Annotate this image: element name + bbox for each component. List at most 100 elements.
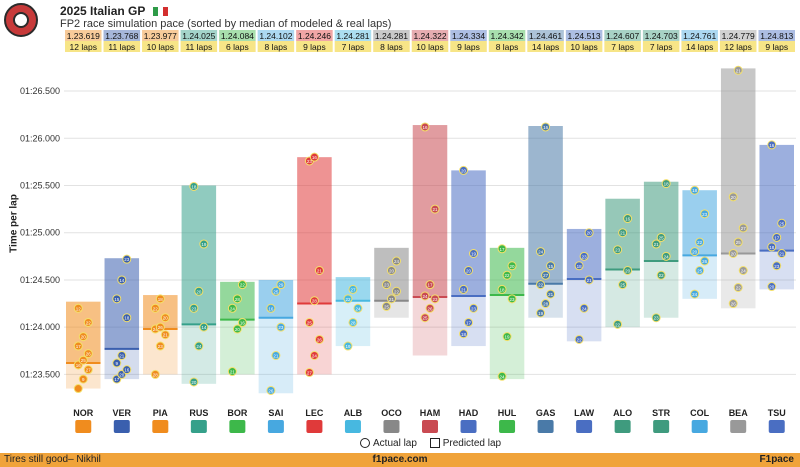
median-label-VER: 1.23.768 — [105, 31, 138, 41]
lap-point-GAS — [541, 299, 551, 309]
lap-point-HUL — [507, 294, 517, 304]
lap-point-BEA — [733, 237, 743, 247]
bar-upper-GAS — [528, 126, 563, 284]
lap-point-label: 26 — [268, 388, 274, 393]
lap-point-LEC — [304, 317, 314, 327]
lap-point-label: 23 — [191, 306, 197, 311]
lap-point-label: 24 — [422, 294, 428, 299]
lap-point-label: 17 — [774, 235, 780, 240]
lap-point-BEA — [728, 249, 738, 258]
lap-point-VER — [112, 294, 122, 304]
footer: Tires still good– Nikhil f1pace.com F1pa… — [0, 453, 800, 467]
lap-point-TSU — [772, 232, 782, 242]
lap-point-label: 26 — [317, 337, 323, 342]
header: 2025 Italian GP FP2 race simulation pace… — [0, 0, 800, 37]
lap-point-RUS — [199, 322, 209, 332]
y-axis-label: Time per lap — [8, 194, 20, 253]
lap-point-label: 25 — [779, 221, 785, 226]
laps-box-LEC — [296, 41, 333, 52]
team-logo-icon-BEA — [730, 420, 747, 433]
lap-point-label: 25 — [620, 283, 626, 288]
lap-point-SAI — [266, 385, 276, 395]
footer-brand: F1pace — [759, 454, 794, 465]
lap-point-GAS — [541, 122, 551, 132]
bar-lower-PIA — [143, 329, 178, 375]
lap-point-label: 24 — [500, 374, 506, 379]
driver-label-LAW: LAW — [574, 408, 595, 418]
median-box-STR — [642, 30, 680, 41]
median-box-OCO — [373, 30, 410, 41]
lap-point-label: 21 — [779, 252, 785, 257]
lap-point-label: 27 — [741, 226, 747, 231]
team-logo-icon-ALB — [344, 420, 361, 433]
team-logo-icon-RUS — [190, 420, 207, 433]
median-label-NOR: 1.23.619 — [67, 31, 100, 41]
lap-point-COL — [700, 256, 710, 266]
lap-point-VER — [117, 275, 127, 285]
lap-point-PIA — [150, 303, 160, 313]
bar-upper-BEA — [720, 68, 756, 254]
laps-box-HAM — [411, 41, 449, 52]
lap-point-label: 21 — [432, 207, 438, 212]
lap-point-label: 20 — [625, 269, 631, 274]
laps-box-NOR — [65, 41, 102, 52]
lap-point-HUL — [497, 284, 507, 294]
lap-point-ALB — [348, 317, 358, 327]
bar-upper-LEC — [297, 157, 332, 304]
lap-point-SAI — [271, 286, 281, 296]
laps-box-BEA — [719, 41, 757, 52]
lap-point-PIA — [160, 330, 170, 340]
team-logo-icon-HAM — [422, 420, 438, 433]
lap-point-label: 24 — [230, 306, 236, 311]
y-tick-label: 01:24.500 — [20, 275, 60, 285]
laps-label-ALB: 7 laps — [342, 42, 365, 52]
lap-point-LAW — [579, 303, 589, 313]
lap-point-ALO — [618, 228, 628, 238]
lap-point-BEA — [728, 299, 738, 309]
bar-upper-SAI — [258, 279, 294, 318]
legend-predicted: Predicted lap — [442, 438, 502, 449]
laps-box-HAD — [450, 41, 487, 52]
lap-point-label: 25 — [697, 269, 703, 274]
lap-point-STR — [661, 251, 671, 261]
lap-point-HUL — [497, 244, 507, 254]
driver-label-VER: VER — [113, 408, 132, 418]
lap-point-PIA — [150, 369, 160, 379]
lap-point-label: 22 — [697, 240, 703, 245]
lap-point-RUS — [194, 286, 204, 296]
lap-point-label: 16 — [124, 368, 130, 373]
laps-box-GAS — [527, 41, 564, 52]
lap-point-label: 21 — [654, 242, 660, 247]
bar-lower-ALO — [605, 269, 640, 328]
lap-point-GAS — [536, 247, 546, 257]
driver-label-SAI: SAI — [268, 408, 283, 418]
driver-label-LEC: LEC — [305, 408, 324, 418]
lap-point-BOR — [232, 324, 242, 334]
median-box-ALB — [334, 30, 372, 41]
lap-point-ALB — [348, 284, 358, 294]
lap-point-OCO — [391, 286, 401, 296]
driver-label-PIA: PIA — [153, 408, 169, 418]
lap-point-label: 29 — [278, 283, 284, 288]
lap-point-label: 23 — [510, 297, 516, 302]
lap-point-label: 24 — [664, 254, 670, 259]
lap-point-RUS — [199, 239, 209, 249]
lap-point-label: 24 — [741, 269, 747, 274]
median-box-SAI — [257, 30, 295, 41]
lap-point-SAI — [276, 322, 286, 332]
lap-point-label: 20 — [196, 289, 202, 294]
lap-point-label: 17 — [76, 344, 82, 349]
lap-point-label: 16 — [76, 363, 82, 368]
lap-point-label: 23 — [471, 306, 477, 311]
lap-point-label: 18 — [692, 188, 698, 193]
chart-subtitle: FP2 race simulation pace (sorted by medi… — [60, 18, 392, 30]
lap-point-BEA — [728, 192, 738, 202]
median-label-TSU: 1.24.813 — [760, 31, 793, 41]
lap-point-label: 9 — [82, 377, 85, 382]
laps-label-BEA: 12 laps — [724, 42, 751, 52]
laps-label-STR: 7 laps — [650, 42, 673, 52]
driver-label-TSU: TSU — [768, 408, 786, 418]
lap-point-label: 28 — [350, 320, 356, 325]
lap-point-RUS — [189, 377, 199, 387]
lap-point-OCO — [381, 280, 391, 290]
